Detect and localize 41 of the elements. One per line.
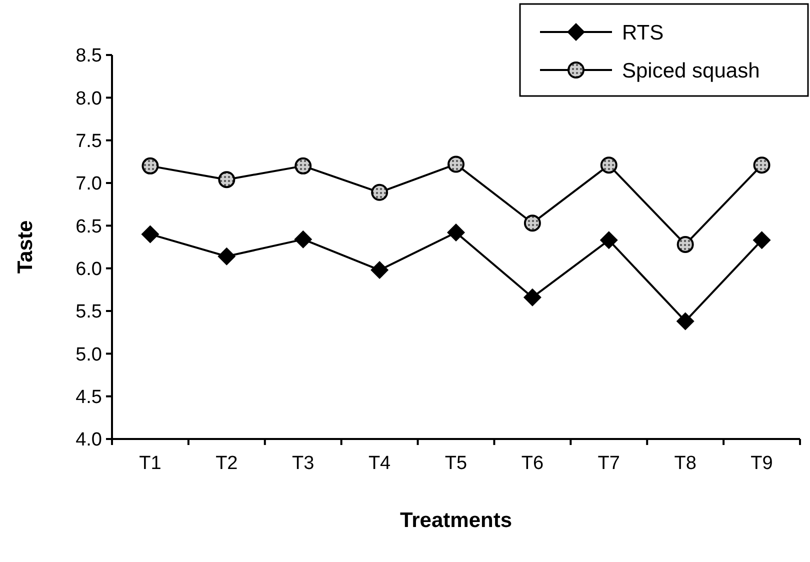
point xyxy=(218,171,236,188)
point xyxy=(447,223,465,242)
x-tick-label: T9 xyxy=(750,453,773,474)
point xyxy=(142,157,159,174)
point xyxy=(448,156,464,173)
point xyxy=(294,230,312,248)
legend-label: Spiced squash xyxy=(622,59,760,82)
y-tick-label: 8.0 xyxy=(76,88,102,110)
x-tick-label: T1 xyxy=(139,453,162,474)
x-tick-label: T7 xyxy=(598,453,620,474)
point xyxy=(676,312,694,330)
y-tick-label: 4.0 xyxy=(76,430,102,451)
y-tick-label: 8.5 xyxy=(76,46,102,67)
y-axis-title: Taste xyxy=(14,220,37,274)
point xyxy=(600,156,618,174)
point xyxy=(753,156,770,174)
y-tick-label: 4.5 xyxy=(76,386,102,408)
x-tick-label: T6 xyxy=(521,453,544,474)
y-tick-label: 7.0 xyxy=(76,174,102,195)
x-tick-label: T4 xyxy=(368,453,392,474)
y-tick-label: 5.5 xyxy=(76,302,102,323)
x-axis-title: Treatments xyxy=(400,509,512,532)
y-tick-label: 6.5 xyxy=(76,216,102,238)
point xyxy=(523,288,542,306)
point xyxy=(370,261,389,280)
y-tick-label: 5.0 xyxy=(76,344,102,366)
point xyxy=(371,184,388,201)
point xyxy=(752,231,771,250)
x-tick-label: T3 xyxy=(292,453,314,474)
point xyxy=(294,157,312,174)
x-tick-label: T5 xyxy=(444,453,468,474)
point xyxy=(218,247,236,266)
y-tick-label: 7.5 xyxy=(76,130,102,152)
point xyxy=(141,225,160,244)
point xyxy=(600,231,618,250)
point xyxy=(676,236,694,253)
x-tick-label: T2 xyxy=(216,453,238,474)
legend-label: RTS xyxy=(622,21,664,44)
point xyxy=(524,214,541,232)
y-tick-label: 6.0 xyxy=(76,258,102,280)
x-tick-label: T8 xyxy=(674,453,696,474)
